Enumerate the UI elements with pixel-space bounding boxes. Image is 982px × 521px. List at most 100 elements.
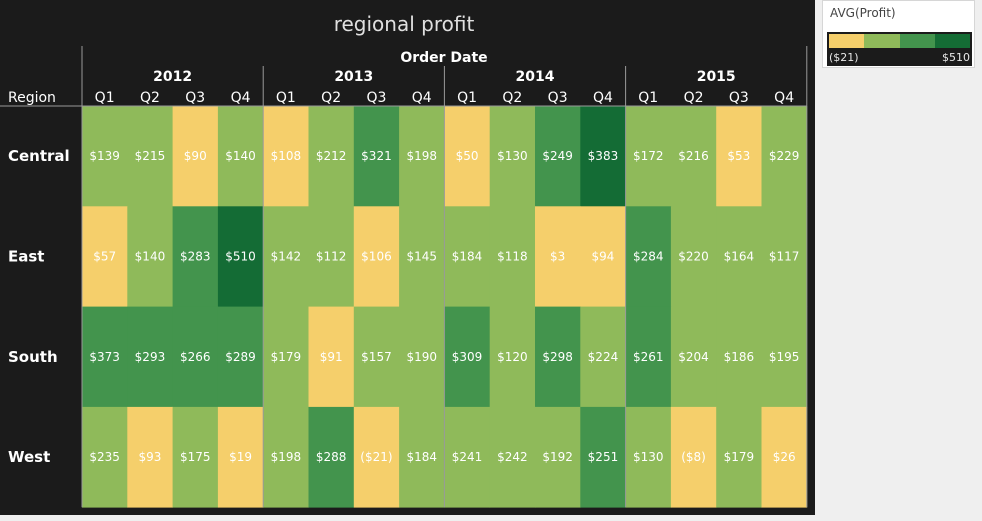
quarter-label: Q4	[412, 90, 432, 106]
heatmap-cell	[308, 106, 355, 207]
cell-value-label: $186	[724, 350, 755, 364]
heatmap-cell	[625, 306, 672, 408]
cell-value-label: $112	[316, 249, 347, 263]
quarter-label: Q4	[231, 90, 251, 106]
heatmap-cell	[82, 206, 128, 307]
region-label: East	[8, 247, 44, 265]
cell-value-label: $164	[724, 249, 755, 263]
cell-value-label: ($8)	[681, 450, 706, 464]
cell-value-label: $283	[180, 249, 211, 263]
cell-value-label: $3	[550, 249, 565, 263]
year-label: 2013	[334, 69, 373, 85]
cell-value-label: $130	[497, 149, 528, 163]
heatmap-cell	[670, 206, 717, 307]
cell-value-label: $220	[678, 249, 709, 263]
quarter-label: Q1	[457, 90, 477, 106]
legend-title: AVG(Profit)	[830, 6, 896, 20]
heatmap-cell	[217, 106, 264, 207]
heatmap-axes: Central East South West 2012 Q1 Q2 Q3 Q4 2013 Q1 Q2…	[0, 46, 808, 508]
cell-value-label: $94	[591, 249, 614, 263]
heatmap-cell	[353, 206, 400, 307]
cell-value-label: $106	[361, 249, 392, 263]
cell-value-label: $26	[773, 450, 796, 464]
quarter-label: Q2	[502, 90, 522, 106]
heatmap-cell	[535, 106, 581, 207]
heatmap-cell	[263, 106, 309, 207]
cell-value-label: ($21)	[360, 450, 392, 464]
heatmap-cell	[127, 406, 173, 508]
heatmap-cell	[535, 206, 581, 307]
heatmap-cell	[353, 106, 400, 207]
heatmap-cell	[217, 206, 264, 307]
cell-value-label: $184	[406, 450, 437, 464]
heatmap-cell	[670, 306, 717, 408]
cell-value-label: $117	[769, 249, 800, 263]
quarter-label: Q2	[684, 90, 704, 106]
heatmap-cell	[580, 106, 626, 207]
cell-value-label: $140	[225, 149, 256, 163]
heatmap-cell	[217, 306, 264, 408]
cell-value-label: $212	[316, 149, 347, 163]
heatmap-cell	[670, 106, 717, 207]
heatmap-cell	[716, 206, 762, 307]
heatmap-cell	[308, 406, 355, 508]
heatmap-cell	[489, 106, 536, 207]
heatmap-cell	[172, 406, 219, 508]
cell-value-label: $216	[678, 149, 709, 163]
heatmap-cell	[127, 106, 173, 207]
cell-value-label: $179	[724, 450, 755, 464]
cell-value-label: $510	[225, 249, 256, 263]
heatmap-cell	[172, 106, 219, 207]
cell-value-label: $289	[225, 350, 256, 364]
heatmap-chart: regional profit Order Date Region $139 $2…	[0, 12, 808, 508]
heatmap-cell	[716, 306, 762, 408]
heatmap-cell	[399, 106, 445, 207]
cell-value-label: $293	[135, 350, 166, 364]
heatmap-cell	[353, 306, 400, 408]
quarter-label: Q4	[593, 90, 613, 106]
quarter-label: Q4	[774, 90, 794, 106]
heatmap-cell	[444, 106, 491, 207]
cell-value-label: $321	[361, 149, 392, 163]
heatmap-cell	[580, 206, 626, 307]
cell-value-label: $249	[542, 149, 573, 163]
cell-value-label: $383	[588, 149, 619, 163]
heatmap-cell	[82, 406, 128, 508]
quarter-label: Q3	[548, 90, 568, 106]
heatmap-cell	[308, 206, 355, 307]
heatmap-cell	[489, 406, 536, 508]
cell-value-label: $284	[633, 249, 664, 263]
cell-value-label: $266	[180, 350, 211, 364]
cell-value-label: $139	[89, 149, 120, 163]
heatmap-cell	[172, 306, 219, 408]
cell-value-label: $229	[769, 149, 800, 163]
color-legend: AVG(Profit) ($21) $510	[822, 0, 975, 68]
cell-value-label: $140	[135, 249, 166, 263]
heatmap-cell	[308, 306, 355, 408]
cell-value-label: $235	[89, 450, 120, 464]
legend-swatch-3	[900, 34, 935, 48]
cell-value-label: $184	[452, 249, 483, 263]
cell-value-label: $224	[588, 350, 619, 364]
cell-value-label: $298	[542, 350, 573, 364]
legend-min-label: ($21)	[829, 51, 859, 64]
heatmap-cell	[444, 306, 491, 408]
cell-value-label: $204	[678, 350, 709, 364]
cell-value-label: $172	[633, 149, 664, 163]
heatmap-cell	[399, 206, 445, 307]
heatmap-cell	[127, 206, 173, 307]
heatmap-cell	[761, 106, 808, 207]
quarter-label: Q2	[140, 90, 160, 106]
heatmap-cell	[353, 406, 400, 508]
heatmap-cell	[489, 206, 536, 307]
year-label: 2012	[153, 69, 192, 85]
quarter-label: Q1	[276, 90, 296, 106]
cell-value-label: $288	[316, 450, 347, 464]
heatmap-cell	[82, 106, 128, 207]
cell-value-label: $93	[138, 450, 161, 464]
cell-value-label: $142	[271, 249, 302, 263]
heatmap-cell	[399, 306, 445, 408]
cell-value-label: $120	[497, 350, 528, 364]
cell-value-label: $179	[271, 350, 302, 364]
cell-value-label: $108	[271, 149, 302, 163]
